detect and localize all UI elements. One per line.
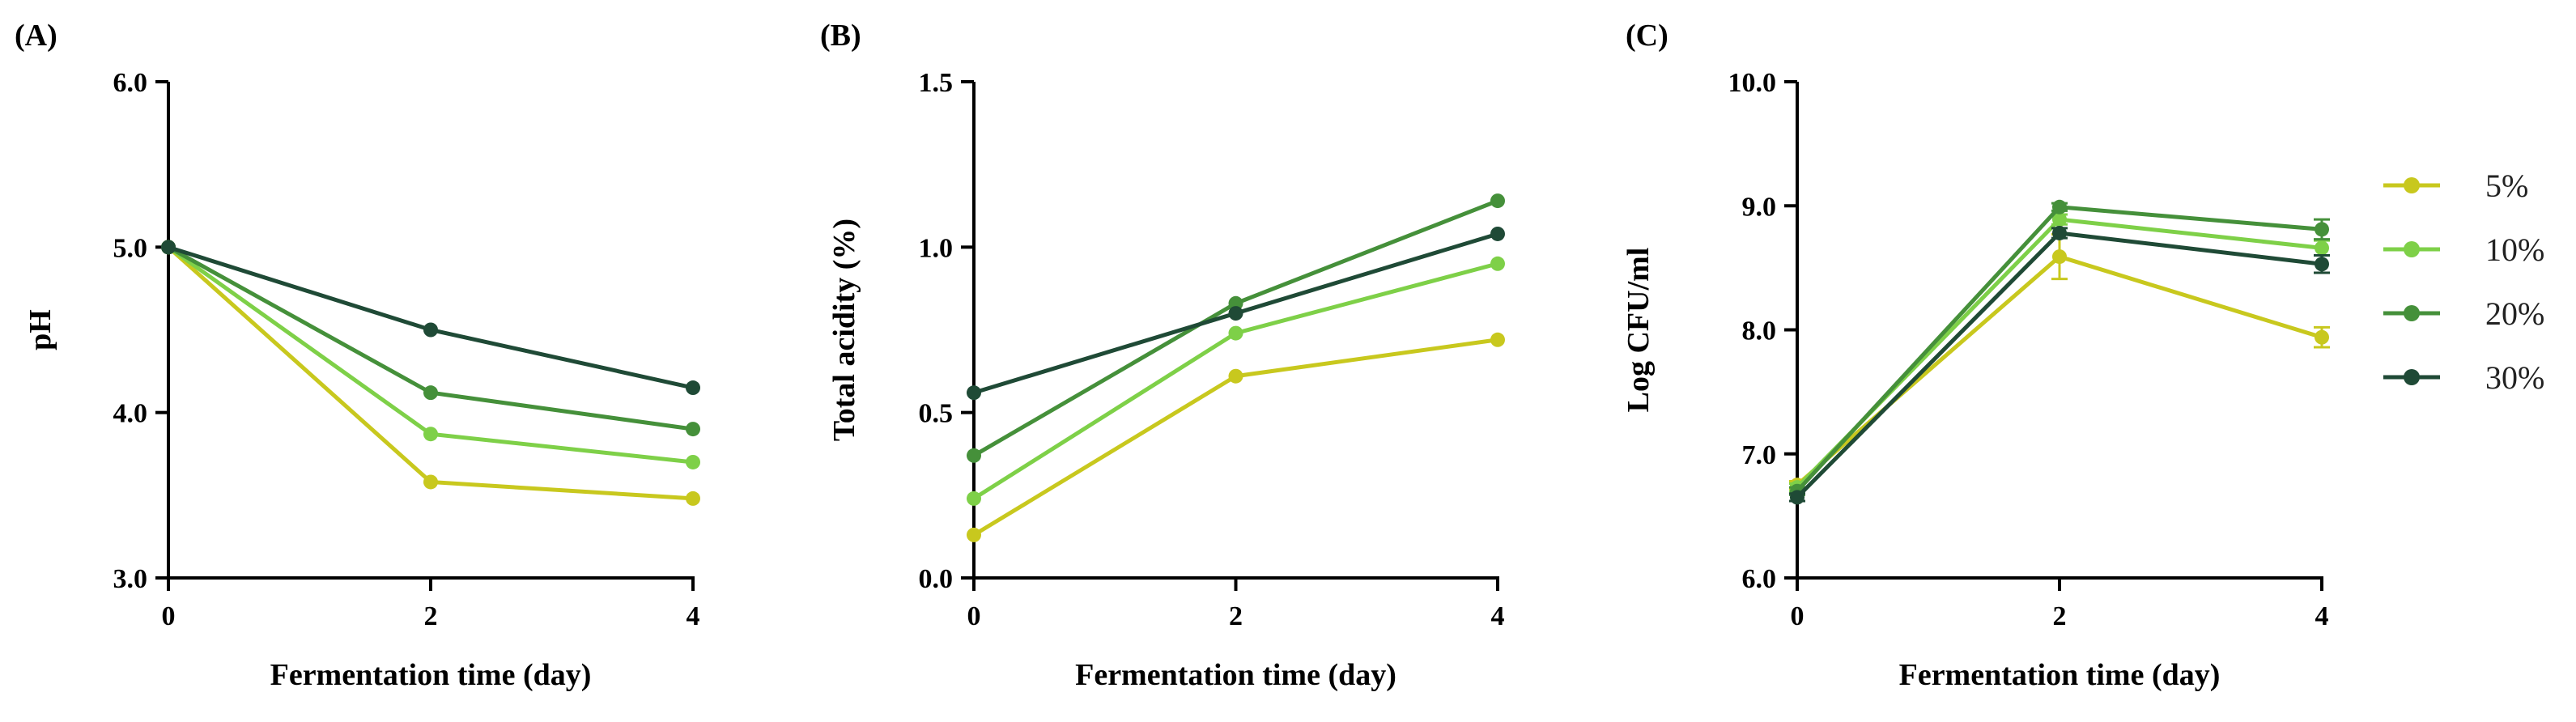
data-point [2315, 257, 2329, 272]
data-point [2315, 222, 2329, 237]
y-tick-label: 8.0 [1742, 316, 1777, 346]
legend-item: 20% [2383, 295, 2544, 332]
data-point [2315, 329, 2329, 345]
panel-label: (C) [1626, 19, 1668, 53]
y-tick-label: 7.0 [1742, 440, 1777, 470]
y-tick-label: 9.0 [1742, 192, 1777, 222]
data-point [967, 491, 981, 506]
series-10% [967, 256, 1505, 506]
data-point [1490, 332, 1505, 347]
series-5% [967, 332, 1505, 542]
y-tick-label: 0.5 [919, 399, 954, 429]
panel-label: (A) [15, 19, 57, 53]
legend-label: 5% [2485, 168, 2528, 204]
data-point [686, 491, 700, 506]
y-tick-label: 3.0 [113, 564, 148, 594]
series-30% [967, 226, 1505, 401]
legend-item: 10% [2383, 231, 2544, 268]
series-line [167, 245, 694, 501]
y-tick-label: 6.0 [1742, 564, 1777, 594]
panel-2: (C) 6.0 7.0 8.0 9.0 10.0 0 2 4 Fermentation time … [1622, 19, 2330, 692]
data-point [967, 448, 981, 463]
data-point [2052, 249, 2067, 265]
data-point [967, 527, 981, 542]
x-tick-label: 2 [424, 601, 438, 631]
data-point [2052, 212, 2067, 227]
y-tick-label: 5.0 [113, 233, 148, 263]
legend-marker [2404, 177, 2420, 193]
panel-label: (B) [820, 19, 861, 53]
y-axis-title: Log CFU/ml [1622, 248, 1656, 413]
y-tick-label: 1.5 [919, 68, 954, 98]
x-tick-label: 2 [2053, 601, 2067, 631]
data-point [1490, 193, 1505, 209]
data-point [686, 422, 700, 437]
series-line [167, 245, 694, 431]
chart-panels: (A) 3.0 4.0 5.0 6.0 0 2 4 Fermentation time (day… [15, 19, 2330, 692]
legend: 5% 10% 20% 30% [2383, 168, 2544, 396]
data-point [1490, 256, 1505, 271]
series-line [1796, 254, 2323, 486]
y-tick-label: 10.0 [1728, 68, 1777, 98]
data-point [1228, 325, 1243, 341]
series-30% [1789, 225, 2330, 505]
data-point [2315, 240, 2329, 256]
x-tick-label: 0 [967, 601, 981, 631]
data-point [2052, 199, 2067, 214]
data-point [423, 322, 438, 338]
data-point [1790, 490, 1804, 505]
x-tick-label: 0 [162, 601, 176, 631]
y-tick-label: 1.0 [919, 233, 954, 263]
legend-label: 10% [2485, 231, 2544, 268]
panel-1: (B) 0.0 0.5 1.0 1.5 0 2 4 Fermentation time (day… [820, 19, 1505, 692]
legend-marker [2404, 241, 2420, 257]
x-tick-label: 4 [687, 601, 700, 631]
data-point [423, 474, 438, 490]
data-point [1490, 226, 1505, 241]
data-point [423, 385, 438, 401]
y-tick-label: 0.0 [919, 564, 954, 594]
data-point [1228, 306, 1243, 321]
legend-item: 30% [2383, 359, 2544, 396]
y-tick-label: 4.0 [113, 399, 148, 429]
x-tick-label: 0 [1791, 601, 1804, 631]
x-tick-label: 4 [1491, 601, 1505, 631]
y-axis-title: Total acidity (%) [827, 219, 861, 441]
data-point [423, 427, 438, 442]
x-axis-title: Fermentation time (day) [1075, 658, 1396, 692]
series-30% [161, 240, 700, 396]
legend-label: 20% [2485, 295, 2544, 332]
legend-marker [2404, 369, 2420, 385]
x-tick-label: 2 [1229, 601, 1243, 631]
panel-0: (A) 3.0 4.0 5.0 6.0 0 2 4 Fermentation time (day… [15, 19, 700, 692]
y-axis-title: pH [23, 309, 57, 350]
x-axis-title: Fermentation time (day) [270, 658, 592, 692]
x-axis-title: Fermentation time (day) [1899, 658, 2221, 692]
data-point [686, 454, 700, 469]
data-point [1228, 368, 1243, 384]
x-tick-label: 4 [2315, 601, 2329, 631]
series-10% [161, 240, 700, 469]
y-tick-label: 6.0 [113, 68, 148, 98]
data-point [686, 380, 700, 396]
data-point [161, 240, 176, 255]
legend-marker [2404, 305, 2420, 321]
data-point [2052, 225, 2067, 240]
legend-item: 5% [2383, 168, 2528, 204]
data-point [967, 385, 981, 401]
series-5% [1789, 232, 2330, 493]
legend-label: 30% [2485, 359, 2544, 396]
